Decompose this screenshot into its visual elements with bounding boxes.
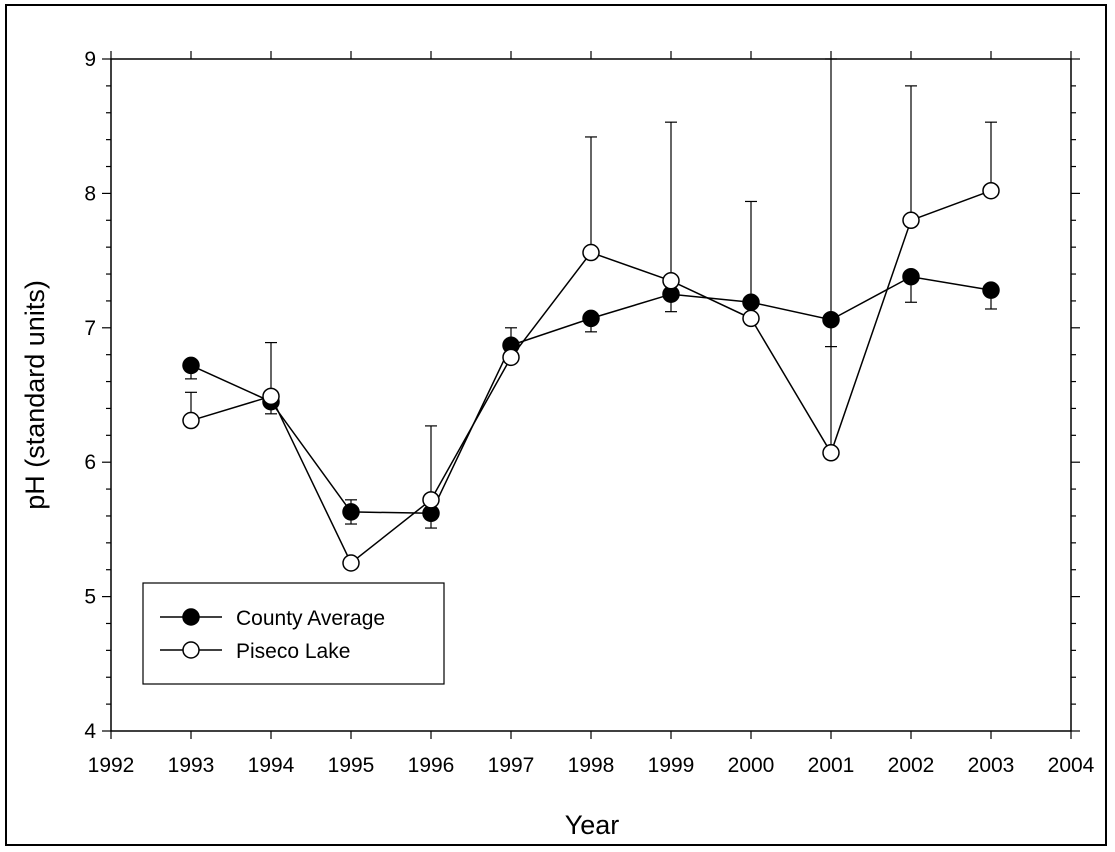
x-tick-label: 2004 [1048, 754, 1095, 777]
y-tick-label: 6 [84, 451, 96, 474]
legend: County Average Piseco Lake [142, 582, 445, 685]
data-point-open [742, 309, 760, 328]
data-point-filled [582, 309, 600, 328]
data-point-open [422, 491, 440, 509]
data-point-open [902, 211, 920, 230]
y-tick-label: 5 [84, 586, 96, 609]
legend-label: County Average [236, 607, 385, 630]
x-tick-label: 1992 [88, 754, 135, 777]
data-point-open [342, 554, 360, 572]
x-tick-label: 2003 [968, 754, 1015, 777]
legend-box [142, 582, 445, 685]
y-tick-label: 9 [84, 48, 96, 71]
data-point-filled [902, 267, 920, 286]
data-point-open [582, 243, 600, 262]
data-point-open [502, 348, 520, 367]
x-tick-label: 1995 [328, 754, 375, 777]
data-point-filled [822, 310, 840, 329]
x-tick-label: 2001 [808, 754, 855, 777]
data-point-open [662, 272, 680, 290]
x-tick-label: 1999 [648, 754, 695, 777]
legend-marker-filled [182, 608, 200, 626]
data-point-open [182, 411, 200, 430]
x-tick-label: 1993 [168, 754, 215, 777]
axes: 1992 1993 1994 1995 1996 1997 1998 1999 2000 2001… [84, 48, 1094, 777]
x-tick-label: 1994 [248, 754, 295, 777]
x-tick-label: 1998 [568, 754, 615, 777]
data-point-open [982, 181, 1000, 200]
x-tick-label: 2000 [728, 754, 775, 777]
data-point-filled [342, 503, 360, 521]
x-tick-label: 1996 [408, 754, 455, 777]
x-axis-title: Year [565, 810, 620, 840]
x-tick-label: 1997 [488, 754, 535, 777]
y-tick-label: 4 [84, 720, 96, 743]
legend-label: Piseco Lake [236, 640, 350, 663]
data-point-filled [182, 356, 200, 375]
data-point-open [262, 387, 280, 406]
y-tick-label: 7 [84, 317, 96, 340]
data-point-open [822, 444, 840, 462]
data-markers [182, 181, 1000, 572]
y-tick-label: 8 [84, 182, 96, 205]
data-point-filled [742, 293, 760, 312]
legend-marker-open [182, 641, 200, 659]
data-point-filled [982, 281, 1000, 299]
y-axis-title: pH (standard units) [20, 280, 50, 510]
error-bars [185, 58, 997, 529]
x-tick-label: 2002 [888, 754, 935, 777]
